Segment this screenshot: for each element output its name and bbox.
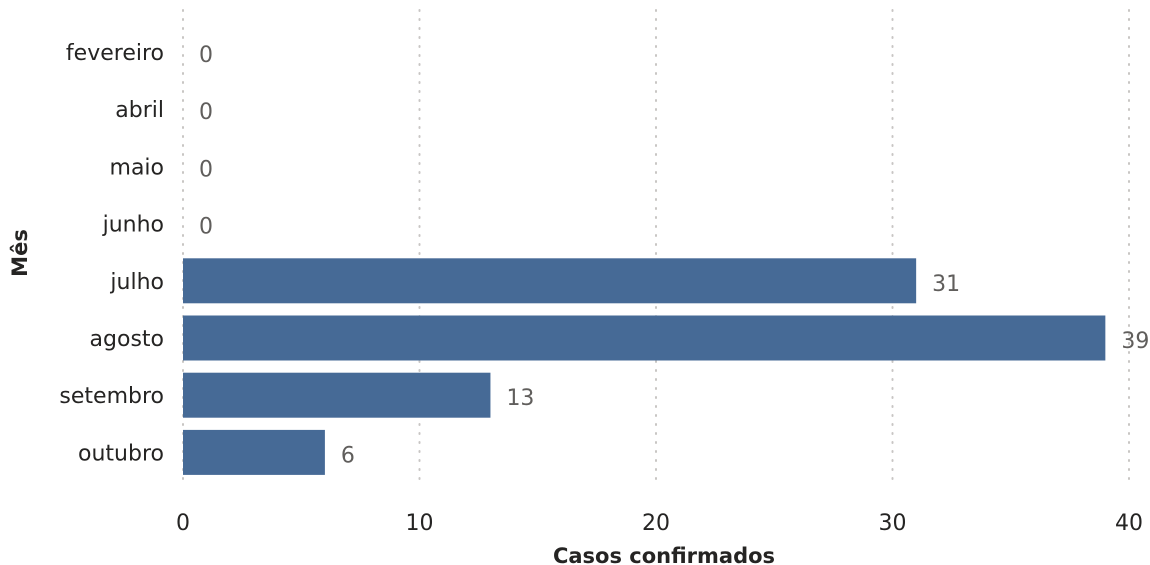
- data-label: 0: [199, 215, 213, 240]
- x-tick-label: 40: [1115, 511, 1143, 536]
- y-axis-title: Mês: [8, 229, 32, 277]
- bars: [183, 258, 1106, 475]
- bar-julho[interactable]: [183, 258, 917, 304]
- category-label: fevereiro: [66, 41, 164, 66]
- x-axis-title: Casos confirmados: [553, 544, 775, 565]
- category-label: junho: [102, 213, 164, 238]
- category-labels: fevereiro abril maio junho julho agosto setemb…: [59, 41, 164, 466]
- x-tick-label: 10: [406, 511, 434, 536]
- x-tick-label: 20: [642, 511, 670, 536]
- category-label: agosto: [90, 327, 164, 352]
- data-labels: 0 0 0 0 31 39 13 6: [199, 43, 1149, 468]
- data-label: 31: [932, 272, 960, 297]
- data-label: 0: [199, 157, 213, 182]
- x-tick-label: 0: [176, 511, 190, 536]
- category-label: julho: [109, 270, 164, 295]
- data-label: 13: [506, 386, 534, 411]
- category-label: outubro: [78, 441, 164, 466]
- category-label: maio: [110, 155, 164, 180]
- data-label: 6: [341, 443, 355, 468]
- bar-setembro[interactable]: [183, 372, 491, 418]
- x-tick-label: 30: [879, 511, 907, 536]
- bar-agosto[interactable]: [183, 315, 1106, 361]
- category-label: abril: [115, 98, 164, 123]
- x-tick-labels: 0 10 20 30 40: [176, 511, 1143, 536]
- data-label: 39: [1121, 329, 1149, 354]
- data-label: 0: [199, 100, 213, 125]
- data-label: 0: [199, 43, 213, 68]
- category-label: setembro: [59, 384, 164, 409]
- bar-outubro[interactable]: [183, 429, 325, 475]
